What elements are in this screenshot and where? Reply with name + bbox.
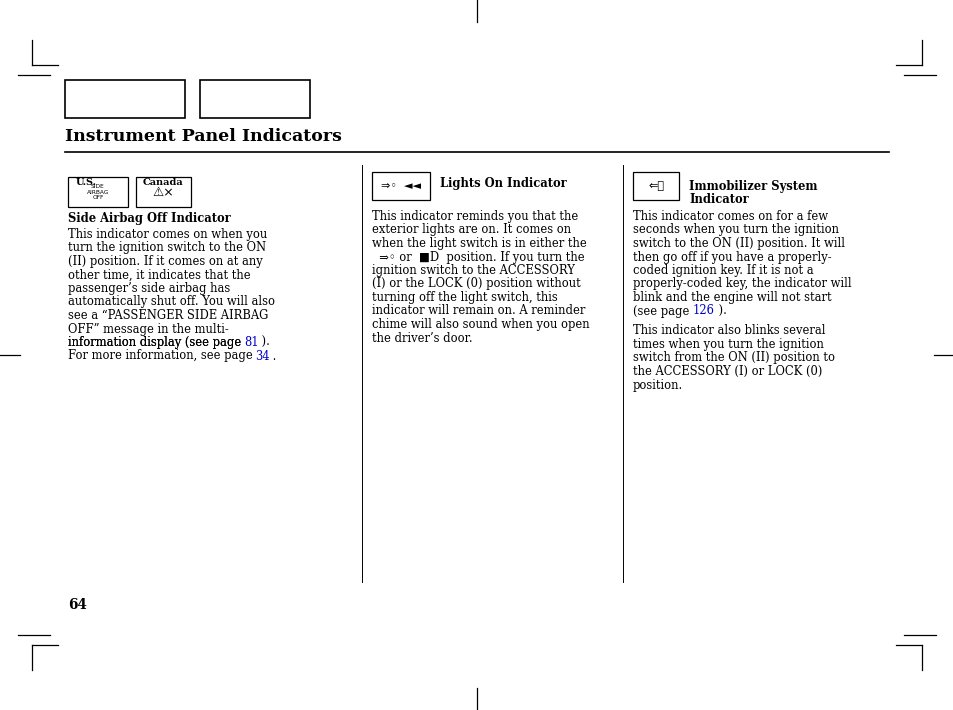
Text: Indicator: Indicator (688, 193, 748, 206)
Text: (I) or the LOCK (0) position without: (I) or the LOCK (0) position without (372, 278, 580, 290)
Text: exterior lights are on. It comes on: exterior lights are on. It comes on (372, 224, 571, 236)
Text: information display (see page: information display (see page (68, 336, 245, 349)
Text: Lights On Indicator: Lights On Indicator (439, 177, 566, 190)
Text: indicator will remain on. A reminder: indicator will remain on. A reminder (372, 305, 585, 317)
Bar (633, 172, 679, 200)
Text: passenger’s side airbag has: passenger’s side airbag has (68, 282, 230, 295)
Text: This indicator reminds you that the: This indicator reminds you that the (372, 210, 578, 223)
Text: .: . (269, 349, 276, 363)
Text: 34: 34 (254, 349, 269, 363)
Text: turn the ignition switch to the ON: turn the ignition switch to the ON (68, 241, 266, 254)
Text: ).: ). (714, 305, 726, 317)
Text: properly-coded key, the indicator will: properly-coded key, the indicator will (633, 278, 851, 290)
Text: This indicator comes on when you: This indicator comes on when you (68, 228, 267, 241)
Text: (see page: (see page (633, 305, 692, 317)
Text: U.S.: U.S. (75, 178, 96, 187)
Text: turning off the light switch, this: turning off the light switch, this (372, 291, 558, 304)
Text: Instrument Panel Indicators: Instrument Panel Indicators (65, 128, 341, 145)
Bar (200, 80, 310, 118)
Text: Side Airbag Off Indicator: Side Airbag Off Indicator (68, 212, 231, 225)
Text: other time, it indicates that the: other time, it indicates that the (68, 268, 251, 281)
Text: Canada: Canada (143, 178, 183, 187)
Text: 126: 126 (692, 305, 714, 317)
Text: 64: 64 (68, 598, 87, 612)
Text: then go off if you have a properly-: then go off if you have a properly- (633, 251, 831, 263)
Text: OFF” message in the multi-: OFF” message in the multi- (68, 322, 229, 336)
Text: the ACCESSORY (I) or LOCK (0): the ACCESSORY (I) or LOCK (0) (633, 365, 821, 378)
Text: This indicator comes on for a few: This indicator comes on for a few (633, 210, 827, 223)
Bar (372, 172, 430, 200)
Text: Immobilizer System: Immobilizer System (688, 180, 817, 193)
Text: This indicator also blinks several: This indicator also blinks several (633, 324, 824, 337)
Text: ignition switch to the ACCESSORY: ignition switch to the ACCESSORY (372, 264, 575, 277)
Bar (136, 177, 191, 207)
Text: coded ignition key. If it is not a: coded ignition key. If it is not a (633, 264, 813, 277)
Text: ⇒◦ or  ■D  position. If you turn the: ⇒◦ or ■D position. If you turn the (372, 251, 584, 263)
Text: seconds when you turn the ignition: seconds when you turn the ignition (633, 224, 838, 236)
Text: automatically shut off. You will also: automatically shut off. You will also (68, 295, 274, 309)
Text: times when you turn the ignition: times when you turn the ignition (633, 338, 823, 351)
Text: 81: 81 (244, 336, 258, 349)
Text: switch to the ON (II) position. It will: switch to the ON (II) position. It will (633, 237, 844, 250)
Text: information display (see page: information display (see page (68, 336, 245, 349)
Text: (II) position. If it comes on at any: (II) position. If it comes on at any (68, 255, 262, 268)
Text: blink and the engine will not start: blink and the engine will not start (633, 291, 831, 304)
Text: SIDE
AIRBAG
OFF: SIDE AIRBAG OFF (87, 184, 109, 200)
Text: ).: ). (257, 336, 270, 349)
Text: chime will also sound when you open: chime will also sound when you open (372, 318, 589, 331)
Bar (68, 177, 128, 207)
Text: For more information, see page: For more information, see page (68, 349, 256, 363)
Text: position.: position. (633, 378, 682, 391)
Text: ⚠×: ⚠× (152, 185, 173, 199)
Bar (65, 80, 185, 118)
Text: when the light switch is in either the: when the light switch is in either the (372, 237, 586, 250)
Text: the driver’s door.: the driver’s door. (372, 332, 472, 344)
Text: see a “PASSENGER SIDE AIRBAG: see a “PASSENGER SIDE AIRBAG (68, 309, 268, 322)
Text: ⇐Ⓜ: ⇐Ⓜ (647, 181, 663, 191)
Text: switch from the ON (II) position to: switch from the ON (II) position to (633, 351, 834, 364)
Text: ⇒◦  ◄◄: ⇒◦ ◄◄ (380, 181, 420, 191)
